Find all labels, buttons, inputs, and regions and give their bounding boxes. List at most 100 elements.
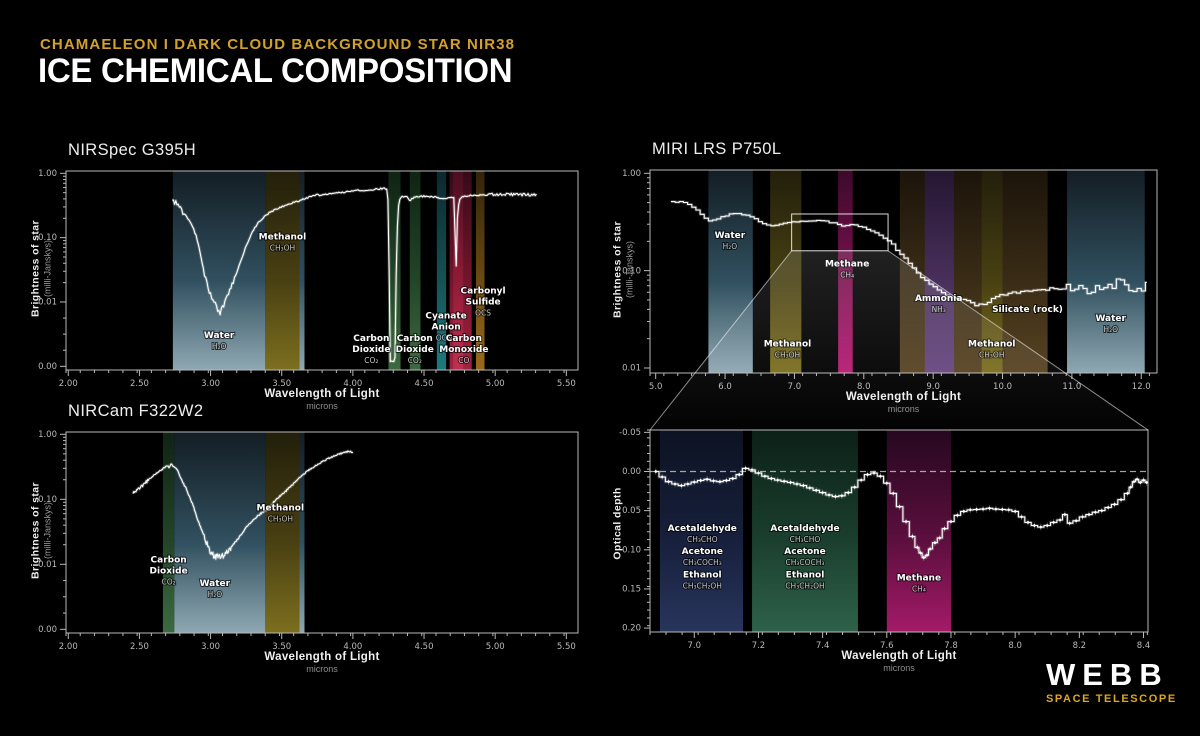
svg-text:Ethanol: Ethanol	[683, 570, 722, 580]
svg-text:Dioxide: Dioxide	[352, 345, 390, 355]
svg-text:0.00: 0.00	[622, 467, 641, 477]
svg-text:CO₂: CO₂	[364, 356, 378, 365]
svg-text:Anion: Anion	[432, 322, 461, 332]
svg-text:8.4: 8.4	[1137, 641, 1151, 651]
svg-text:0.01: 0.01	[622, 364, 641, 374]
svg-text:Water: Water	[204, 331, 235, 341]
svg-text:7.6: 7.6	[880, 641, 894, 651]
svg-text:Water: Water	[1095, 314, 1126, 324]
svg-text:Ethanol: Ethanol	[786, 570, 825, 580]
svg-text:8.2: 8.2	[1073, 641, 1087, 651]
optical-depth-plot: 7.0 7.2 7.4 7.6 7.8 8.0 8.2 8.4 -0.05 0.00 0.05 0.1…	[619, 428, 1151, 651]
svg-text:NH₃: NH₃	[932, 305, 946, 314]
nircam-plot: 2.00 2.50 3.00 3.50 4.00 4.50 5.00 5.50 1.00 0.10…	[38, 430, 579, 652]
svg-text:H₂O: H₂O	[212, 342, 227, 351]
svg-text:0.00: 0.00	[38, 625, 57, 635]
panel-nircam: NIRCam F322W2 Brightness of star (milli-…	[30, 402, 579, 674]
webb-wordmark: WEBB	[1046, 657, 1169, 692]
svg-text:CH₃OH: CH₃OH	[268, 514, 293, 523]
svg-text:Monoxide: Monoxide	[439, 345, 488, 355]
svg-text:H₂O: H₂O	[208, 590, 223, 599]
svg-text:5.00: 5.00	[486, 642, 505, 652]
svg-text:1.00: 1.00	[38, 169, 57, 179]
svg-text:-0.05: -0.05	[619, 428, 641, 438]
svg-text:3.50: 3.50	[272, 642, 291, 652]
svg-text:CO₂: CO₂	[162, 578, 176, 587]
svg-text:3.00: 3.00	[201, 642, 220, 652]
svg-text:H₂O: H₂O	[1103, 325, 1118, 334]
svg-text:Silicate (rock): Silicate (rock)	[992, 305, 1063, 315]
svg-text:5.50: 5.50	[557, 379, 576, 389]
svg-text:Dioxide: Dioxide	[150, 567, 188, 577]
svg-text:CH₃CHO: CH₃CHO	[687, 535, 718, 544]
svg-text:2.00: 2.00	[59, 642, 78, 652]
svg-text:Acetaldehyde: Acetaldehyde	[770, 524, 839, 534]
svg-text:Methane: Methane	[897, 573, 941, 583]
svg-text:Water: Water	[200, 579, 231, 589]
svg-text:CH₄: CH₄	[840, 270, 854, 279]
svg-text:Methane: Methane	[825, 259, 869, 269]
svg-text:1.00: 1.00	[38, 430, 57, 440]
panel-nirspec: NIRSpec G395H Brightness of star (milli-…	[30, 141, 579, 411]
x-axis-label: Wavelength of Light microns	[264, 651, 380, 674]
svg-text:Dioxide: Dioxide	[396, 345, 434, 355]
svg-text:5.50: 5.50	[557, 642, 576, 652]
svg-text:Methanol: Methanol	[259, 233, 307, 243]
svg-text:CH₃CH₂OH: CH₃CH₂OH	[683, 581, 722, 590]
svg-text:OCN⁻: OCN⁻	[436, 333, 457, 342]
svg-text:Carbon: Carbon	[353, 334, 389, 344]
svg-text:Carbon: Carbon	[151, 556, 187, 566]
eyebrow-subtitle: CHAMAELEON I DARK CLOUD BACKGROUND STAR …	[40, 36, 516, 53]
svg-text:4.00: 4.00	[343, 642, 362, 652]
svg-text:2.50: 2.50	[130, 642, 149, 652]
svg-text:4.50: 4.50	[415, 379, 434, 389]
svg-text:CH₃COCH₃: CH₃COCH₃	[683, 558, 722, 567]
svg-text:3.00: 3.00	[201, 379, 220, 389]
svg-text:2.50: 2.50	[130, 379, 149, 389]
nirspec-plot: 2.00 2.50 3.00 3.50 4.00 4.50 5.00 5.50 1.00 0.10…	[38, 169, 579, 389]
svg-text:Carbonyl: Carbonyl	[461, 286, 506, 296]
x-axis-label: Wavelength of Light microns	[264, 388, 380, 411]
svg-text:7.0: 7.0	[688, 641, 702, 651]
svg-text:7.2: 7.2	[752, 641, 766, 651]
svg-text:0.10: 0.10	[622, 266, 641, 276]
webb-logo-subtitle: SPACE TELESCOPE	[1046, 693, 1177, 705]
svg-text:0.01: 0.01	[38, 298, 57, 308]
panel-title-nircam: NIRCam F322W2	[68, 402, 204, 420]
svg-text:Ammonia: Ammonia	[915, 294, 962, 304]
panel-title-miri: MIRI LRS P750L	[652, 140, 782, 158]
svg-text:Water: Water	[715, 231, 746, 241]
page-title: ICE CHEMICAL COMPOSITION	[38, 52, 513, 90]
svg-text:8.0: 8.0	[1008, 641, 1022, 651]
x-axis-label: Wavelength of Light microns	[841, 650, 957, 673]
svg-text:CH₃CHO: CH₃CHO	[790, 535, 821, 544]
svg-text:CH₄: CH₄	[912, 584, 926, 593]
svg-text:4.50: 4.50	[415, 642, 434, 652]
svg-text:Acetaldehyde: Acetaldehyde	[668, 524, 737, 534]
svg-text:4.00: 4.00	[343, 379, 362, 389]
svg-text:2.00: 2.00	[59, 379, 78, 389]
svg-text:Carbon: Carbon	[446, 334, 482, 344]
svg-text:1.00: 1.00	[622, 169, 641, 179]
svg-text:0.10: 0.10	[38, 233, 57, 243]
panel-optical-depth: Optical depth 7.0 7.2 7.4 7.6 7.8 8.0 8.2 8.4 -0…	[612, 428, 1151, 673]
svg-text:7.8: 7.8	[944, 641, 958, 651]
svg-text:0.10: 0.10	[622, 545, 641, 555]
svg-text:0.00: 0.00	[38, 362, 57, 372]
x-axis-label: Wavelength of Light microns	[845, 391, 962, 414]
panel-title-nirspec: NIRSpec G395H	[68, 141, 197, 159]
svg-text:Sulfide: Sulfide	[465, 297, 500, 307]
webb-logo: WEBB SPACE TELESCOPE	[1046, 659, 1177, 705]
svg-text:Acetone: Acetone	[784, 547, 825, 557]
svg-text:7.4: 7.4	[816, 641, 830, 651]
svg-text:Cyanate: Cyanate	[425, 311, 466, 321]
svg-text:CO: CO	[458, 356, 469, 365]
svg-text:3.50: 3.50	[272, 379, 291, 389]
svg-text:CH₃OH: CH₃OH	[979, 351, 1004, 360]
svg-text:Acetone: Acetone	[682, 547, 723, 557]
svg-text:CH₃CH₂OH: CH₃CH₂OH	[785, 581, 824, 590]
svg-text:0.10: 0.10	[38, 495, 57, 505]
miri-plot: 5.0 6.0 7.0 8.0 9.0 10.0 11.0 12.01.000.100.01W…	[622, 169, 1158, 392]
svg-text:Methanol: Methanol	[257, 503, 305, 513]
